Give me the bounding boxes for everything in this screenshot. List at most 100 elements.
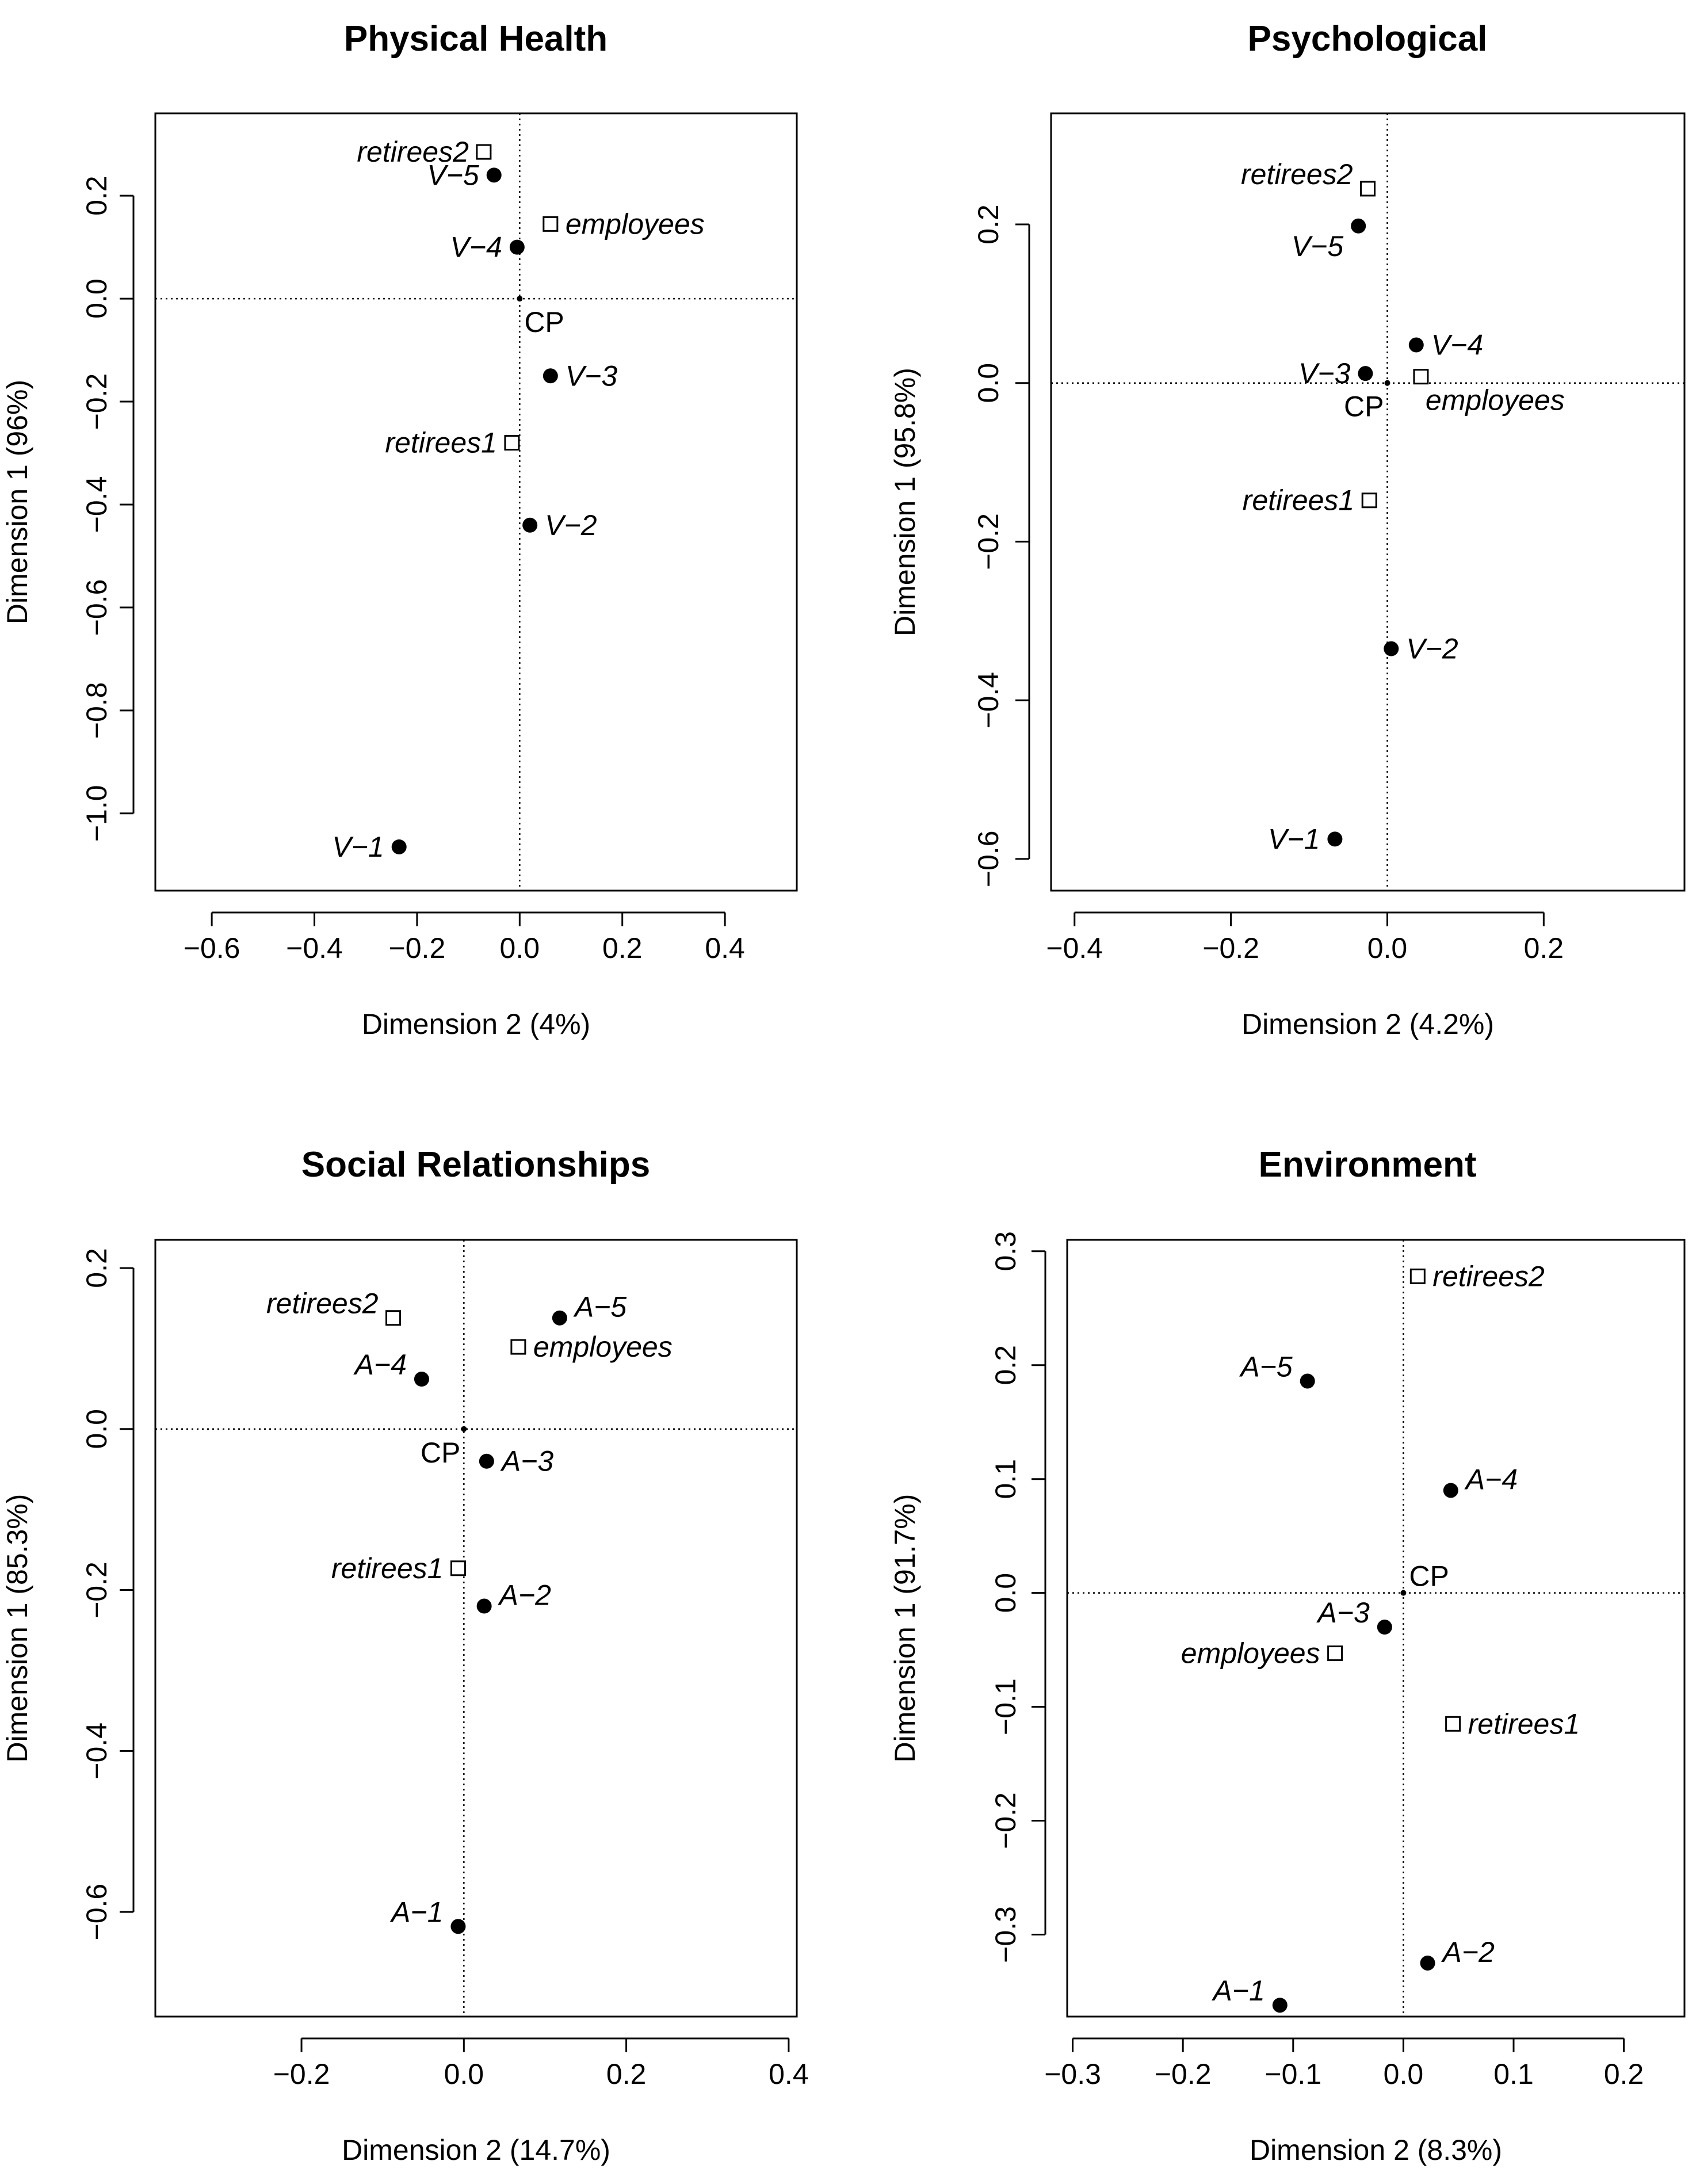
point-label: A−2	[1441, 1936, 1495, 1968]
y-tick-label: 0.3	[990, 1231, 1022, 1272]
data-point	[1351, 218, 1366, 234]
data-point	[450, 1560, 466, 1576]
point-label: employees	[566, 208, 705, 240]
data-point	[1443, 1483, 1458, 1498]
y-tick-label: −0.1	[990, 1678, 1022, 1735]
x-tick-label: −0.3	[1044, 2058, 1101, 2090]
y-tick-label: 0.0	[81, 1409, 113, 1449]
data-point	[391, 839, 407, 854]
point-label: retirees2	[357, 136, 469, 168]
y-tick-label: 0.1	[990, 1459, 1022, 1499]
data-point	[1384, 380, 1390, 386]
panel-1: Physical Health −0.6 −0.4 −0.2 0.0 0.2 0.4 −1.0…	[1, 19, 798, 1040]
plot-frame	[1050, 112, 1686, 892]
y-tick-label: 0.2	[81, 1248, 113, 1288]
data-point	[1408, 337, 1424, 353]
point-label: employees	[1181, 1637, 1320, 1670]
data-point	[1409, 1268, 1426, 1284]
x-tick-label: −0.2	[273, 2058, 330, 2090]
point-label: V−2	[545, 509, 597, 541]
data-point	[1360, 181, 1376, 197]
point-label: V−3	[1298, 357, 1351, 390]
point-label: V−1	[1268, 823, 1320, 855]
point-label: retirees1	[331, 1552, 444, 1584]
y-tick-label: −0.8	[81, 682, 113, 739]
x-tick-label: −0.2	[1155, 2058, 1212, 2090]
y-axis-label: Dimension 1 (85.3%)	[1, 1494, 33, 1763]
chart-title: Psychological	[1248, 19, 1488, 59]
y-axis-label: Dimension 1 (96%)	[1, 380, 33, 624]
y-tick-label: 0.0	[972, 363, 1004, 403]
y-tick-label: −0.6	[81, 1884, 113, 1941]
y-tick-label: −0.2	[81, 373, 113, 430]
x-tick-label: −0.4	[286, 932, 343, 964]
data-point	[504, 435, 520, 451]
y-axis-label: Dimension 1 (95.8%)	[889, 368, 921, 636]
y-tick-label: 0.2	[972, 204, 1004, 245]
data-point	[1327, 1645, 1343, 1662]
data-point	[510, 1339, 526, 1355]
point-label: A−1	[389, 1896, 443, 1928]
plot-frame	[1066, 1239, 1686, 2018]
x-tick-label: 0.2	[606, 2058, 647, 2090]
panel-4: Environment −0.3 −0.2 −0.1 0.0 0.1 0.2 −0.3 −0.2…	[889, 1145, 1686, 2166]
point-label: A−1	[1211, 1975, 1265, 2007]
point-label: CP	[421, 1437, 460, 1469]
point-label: CP	[1344, 391, 1384, 423]
plot-frame	[154, 112, 798, 892]
x-axis-label: Dimension 2 (4.2%)	[1241, 1008, 1494, 1040]
y-tick-label: −0.4	[81, 476, 113, 533]
data-point	[450, 1919, 466, 1934]
y-tick-label: −0.6	[972, 830, 1004, 887]
point-label: V−5	[1292, 230, 1344, 262]
y-axis-label: Dimension 1 (91.7%)	[889, 1494, 921, 1763]
point-label: A−5	[573, 1291, 627, 1323]
point-label: A−4	[1464, 1463, 1518, 1495]
point-label: retirees2	[266, 1288, 379, 1320]
x-axis-label: Dimension 2 (14.7%)	[342, 2134, 610, 2166]
x-tick-label: −0.2	[389, 932, 446, 964]
point-label: CP	[524, 306, 564, 338]
data-point	[1400, 1590, 1407, 1596]
data-point	[522, 517, 538, 533]
point-label: CP	[1409, 1560, 1449, 1593]
x-tick-label: 0.4	[769, 2058, 809, 2090]
chart-title: Social Relationships	[301, 1145, 650, 1185]
x-tick-label: 0.0	[500, 932, 540, 964]
point-label: A−4	[353, 1349, 407, 1381]
x-tick-label: 0.4	[705, 932, 745, 964]
point-label: V−3	[566, 360, 618, 392]
chart-title: Physical Health	[344, 19, 608, 59]
data-point	[1377, 1620, 1392, 1635]
x-tick-label: −0.2	[1202, 932, 1259, 964]
point-label: retirees1	[385, 427, 497, 459]
point-label: A−3	[500, 1445, 554, 1477]
data-point	[385, 1310, 402, 1326]
point-label: retirees1	[1468, 1708, 1580, 1740]
panel-2: Psychological −0.4 −0.2 0.0 0.2 −0.6 −0.4 −0.2 0…	[889, 19, 1686, 1040]
data-point	[1413, 369, 1429, 385]
y-tick-label: −0.2	[81, 1561, 113, 1618]
x-tick-label: −0.4	[1046, 932, 1103, 964]
point-label: V−4	[450, 231, 502, 264]
x-tick-label: 0.2	[1524, 932, 1564, 964]
x-axis-label: Dimension 2 (8.3%)	[1250, 2134, 1502, 2166]
y-tick-label: 0.2	[81, 175, 113, 216]
x-tick-label: 0.0	[1367, 932, 1408, 964]
point-label: retirees1	[1243, 484, 1355, 517]
data-point	[486, 167, 502, 183]
x-tick-label: −0.6	[184, 932, 240, 964]
data-point	[1361, 492, 1377, 509]
data-point	[1384, 641, 1399, 656]
panel-3: Social Relationships −0.2 0.0 0.2 0.4 −0.6 −0.…	[1, 1145, 809, 2166]
data-point	[1327, 831, 1343, 847]
data-point	[476, 144, 492, 160]
y-tick-label: −0.4	[972, 672, 1004, 729]
data-point	[479, 1453, 494, 1469]
x-tick-label: 0.1	[1493, 2058, 1534, 2090]
point-label: V−1	[332, 831, 384, 863]
point-label: employees	[533, 1331, 673, 1363]
y-tick-label: −0.6	[81, 579, 113, 636]
point-label: A−2	[498, 1579, 552, 1612]
x-axis-label: Dimension 2 (4%)	[362, 1008, 590, 1040]
